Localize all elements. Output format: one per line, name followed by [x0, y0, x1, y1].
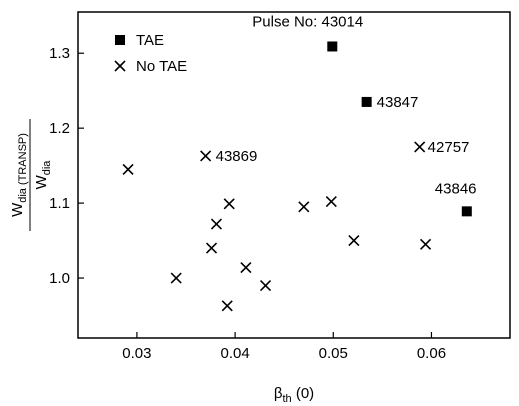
legend-label: No TAE	[136, 58, 187, 75]
point-label: 43846	[435, 180, 477, 197]
data-points: Pulse No: 43014 43847 43846 43869 42757	[122, 13, 477, 312]
y-axis-title-numerator: Wdia (TRANSP)	[9, 133, 29, 217]
y-axis-title: Wdia (TRANSP) Wdia	[9, 119, 53, 231]
x-axis-title-base: β	[274, 385, 283, 402]
cross-stroke	[122, 163, 134, 175]
cross-stroke	[298, 201, 310, 213]
cross-stroke	[419, 238, 432, 250]
no-tae-marker	[419, 238, 432, 250]
cross-stroke	[240, 261, 252, 274]
no-tae-marker	[348, 235, 360, 247]
no-tae-marker	[205, 242, 218, 254]
legend-label: TAE	[136, 32, 164, 49]
point-label: 43869	[216, 148, 258, 165]
no-tae-marker	[325, 196, 337, 208]
tae-marker	[461, 206, 472, 217]
no-tae-marker	[223, 198, 235, 210]
cross-stroke	[223, 198, 235, 210]
y-num-base: W	[9, 202, 26, 217]
axis-titles: βth (0)Wdia (TRANSP) Wdia	[9, 119, 314, 405]
point-label: 43847	[377, 94, 419, 111]
tae-marker	[115, 35, 125, 45]
cross-stroke	[348, 235, 360, 247]
y-tick-label: 1.3	[49, 45, 70, 62]
cross-stroke	[221, 300, 233, 312]
x-tick-label: 0.05	[319, 345, 348, 362]
x-axis-title-sub: th	[282, 393, 291, 405]
y-tick-label: 1.2	[49, 120, 70, 137]
plot-frame	[77, 11, 511, 339]
cross-stroke	[259, 279, 272, 292]
no-tae-marker	[200, 150, 212, 162]
y-tick-label: 1.1	[49, 195, 70, 212]
no-tae-marker	[298, 201, 310, 213]
no-tae-marker	[210, 218, 223, 230]
cross-stroke	[205, 242, 218, 254]
cross-stroke	[414, 141, 426, 153]
no-tae-marker	[122, 163, 134, 175]
y-num-sub: dia (TRANSP)	[17, 133, 29, 203]
no-tae-marker	[259, 279, 272, 292]
x-tick-label: 0.06	[417, 345, 446, 362]
cross-stroke	[210, 218, 223, 230]
y-den-base: W	[33, 174, 50, 189]
no-tae-marker	[221, 300, 233, 312]
tae-marker	[327, 41, 338, 52]
x-tick-label: 0.03	[122, 345, 151, 362]
y-tick-label: 1.0	[49, 270, 70, 287]
cross-stroke	[170, 272, 182, 284]
x-axis-title: βth (0)	[274, 385, 314, 405]
y-axis-title-denominator: Wdia	[33, 160, 53, 190]
legend: TAE No TAE	[114, 32, 187, 75]
cross-stroke	[200, 150, 212, 162]
x-axis-title-suffix: (0)	[292, 385, 315, 402]
no-tae-marker	[114, 60, 126, 72]
tae-marker	[361, 96, 372, 107]
no-tae-marker	[240, 261, 252, 274]
cross-stroke	[325, 196, 337, 208]
no-tae-marker	[414, 141, 426, 153]
axis-ticks: 0.03 0.04 0.05 0.06 1.0 1.1 1.2 1.3	[49, 45, 446, 362]
no-tae-marker	[170, 272, 182, 284]
point-label: 42757	[428, 139, 470, 156]
x-tick-label: 0.04	[220, 345, 249, 362]
cross-stroke	[114, 60, 126, 72]
point-label: Pulse No: 43014	[252, 13, 363, 30]
y-den-sub: dia	[41, 160, 53, 176]
